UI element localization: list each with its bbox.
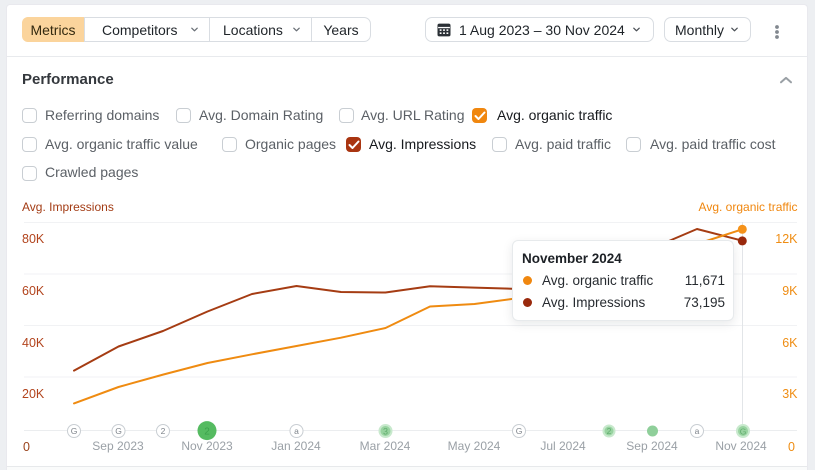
- svg-text:a: a: [695, 426, 700, 436]
- svg-text:3: 3: [383, 427, 388, 437]
- svg-text:2: 2: [607, 426, 612, 436]
- svg-text:G: G: [516, 426, 523, 436]
- svg-text:a: a: [294, 426, 299, 436]
- svg-text:2: 2: [204, 427, 210, 438]
- svg-text:G: G: [740, 427, 747, 437]
- svg-text:G: G: [115, 426, 122, 436]
- svg-text:2: 2: [161, 426, 166, 436]
- svg-text:G: G: [71, 426, 78, 436]
